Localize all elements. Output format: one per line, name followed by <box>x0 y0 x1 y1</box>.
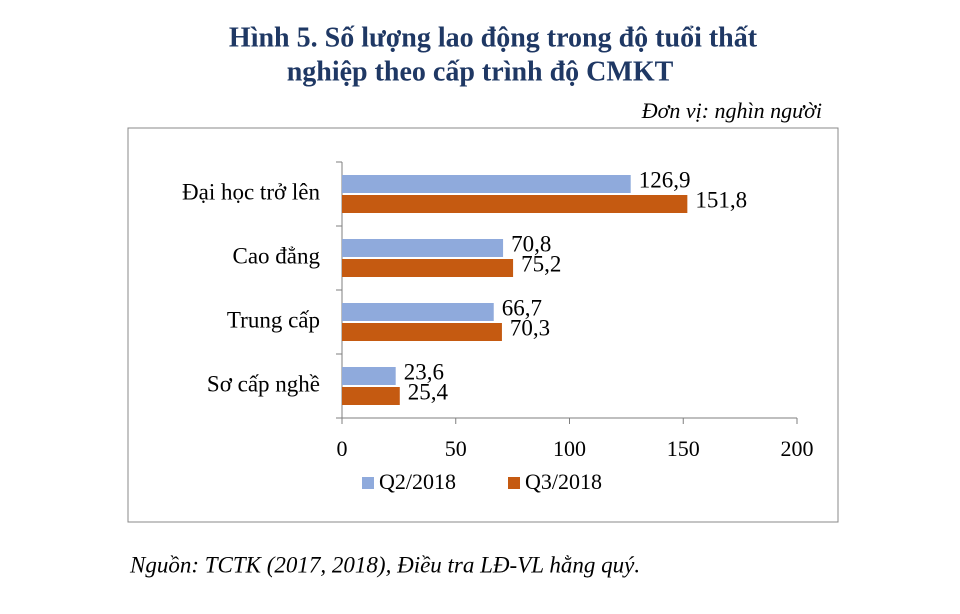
bar <box>342 323 502 341</box>
y-tick-label: Đại học trở lên <box>182 179 320 204</box>
source-note: Nguồn: TCTK (2017, 2018), Điều tra LĐ-VL… <box>129 552 640 577</box>
x-tick-label: 150 <box>667 436 700 461</box>
legend-swatch <box>508 477 520 489</box>
bar <box>342 195 688 213</box>
bar <box>342 387 400 405</box>
y-tick-label: Sơ cấp nghề <box>207 371 320 396</box>
legend-label: Q3/2018 <box>525 469 602 494</box>
bar <box>342 175 631 193</box>
data-label: 75,2 <box>521 251 561 276</box>
data-label: 66,7 <box>502 295 542 320</box>
chart-title: Hình 5. Số lượng lao động trong độ tuổi … <box>229 22 758 53</box>
data-label: 151,8 <box>695 187 747 212</box>
y-tick-label: Cao đẳng <box>232 243 320 268</box>
data-label: 70,3 <box>510 315 550 340</box>
legend-label: Q2/2018 <box>379 469 456 494</box>
chart-title: nghiệp theo cấp trình độ CMKT <box>287 56 674 87</box>
bar <box>342 239 504 257</box>
data-label: 126,9 <box>639 167 691 192</box>
bar <box>342 303 494 321</box>
legend-swatch <box>362 477 374 489</box>
x-tick-label: 100 <box>553 436 586 461</box>
data-label: 70,8 <box>511 231 551 256</box>
x-tick-label: 50 <box>445 436 467 461</box>
x-tick-label: 0 <box>337 436 348 461</box>
y-tick-label: Trung cấp <box>227 307 320 332</box>
plot-frame <box>127 127 839 523</box>
bar <box>342 259 514 277</box>
data-label: 23,6 <box>404 359 444 384</box>
unit-label: Đơn vị: nghìn người <box>641 98 822 123</box>
bar <box>342 367 396 385</box>
x-tick-label: 200 <box>781 436 814 461</box>
data-label: 25,4 <box>408 379 449 404</box>
